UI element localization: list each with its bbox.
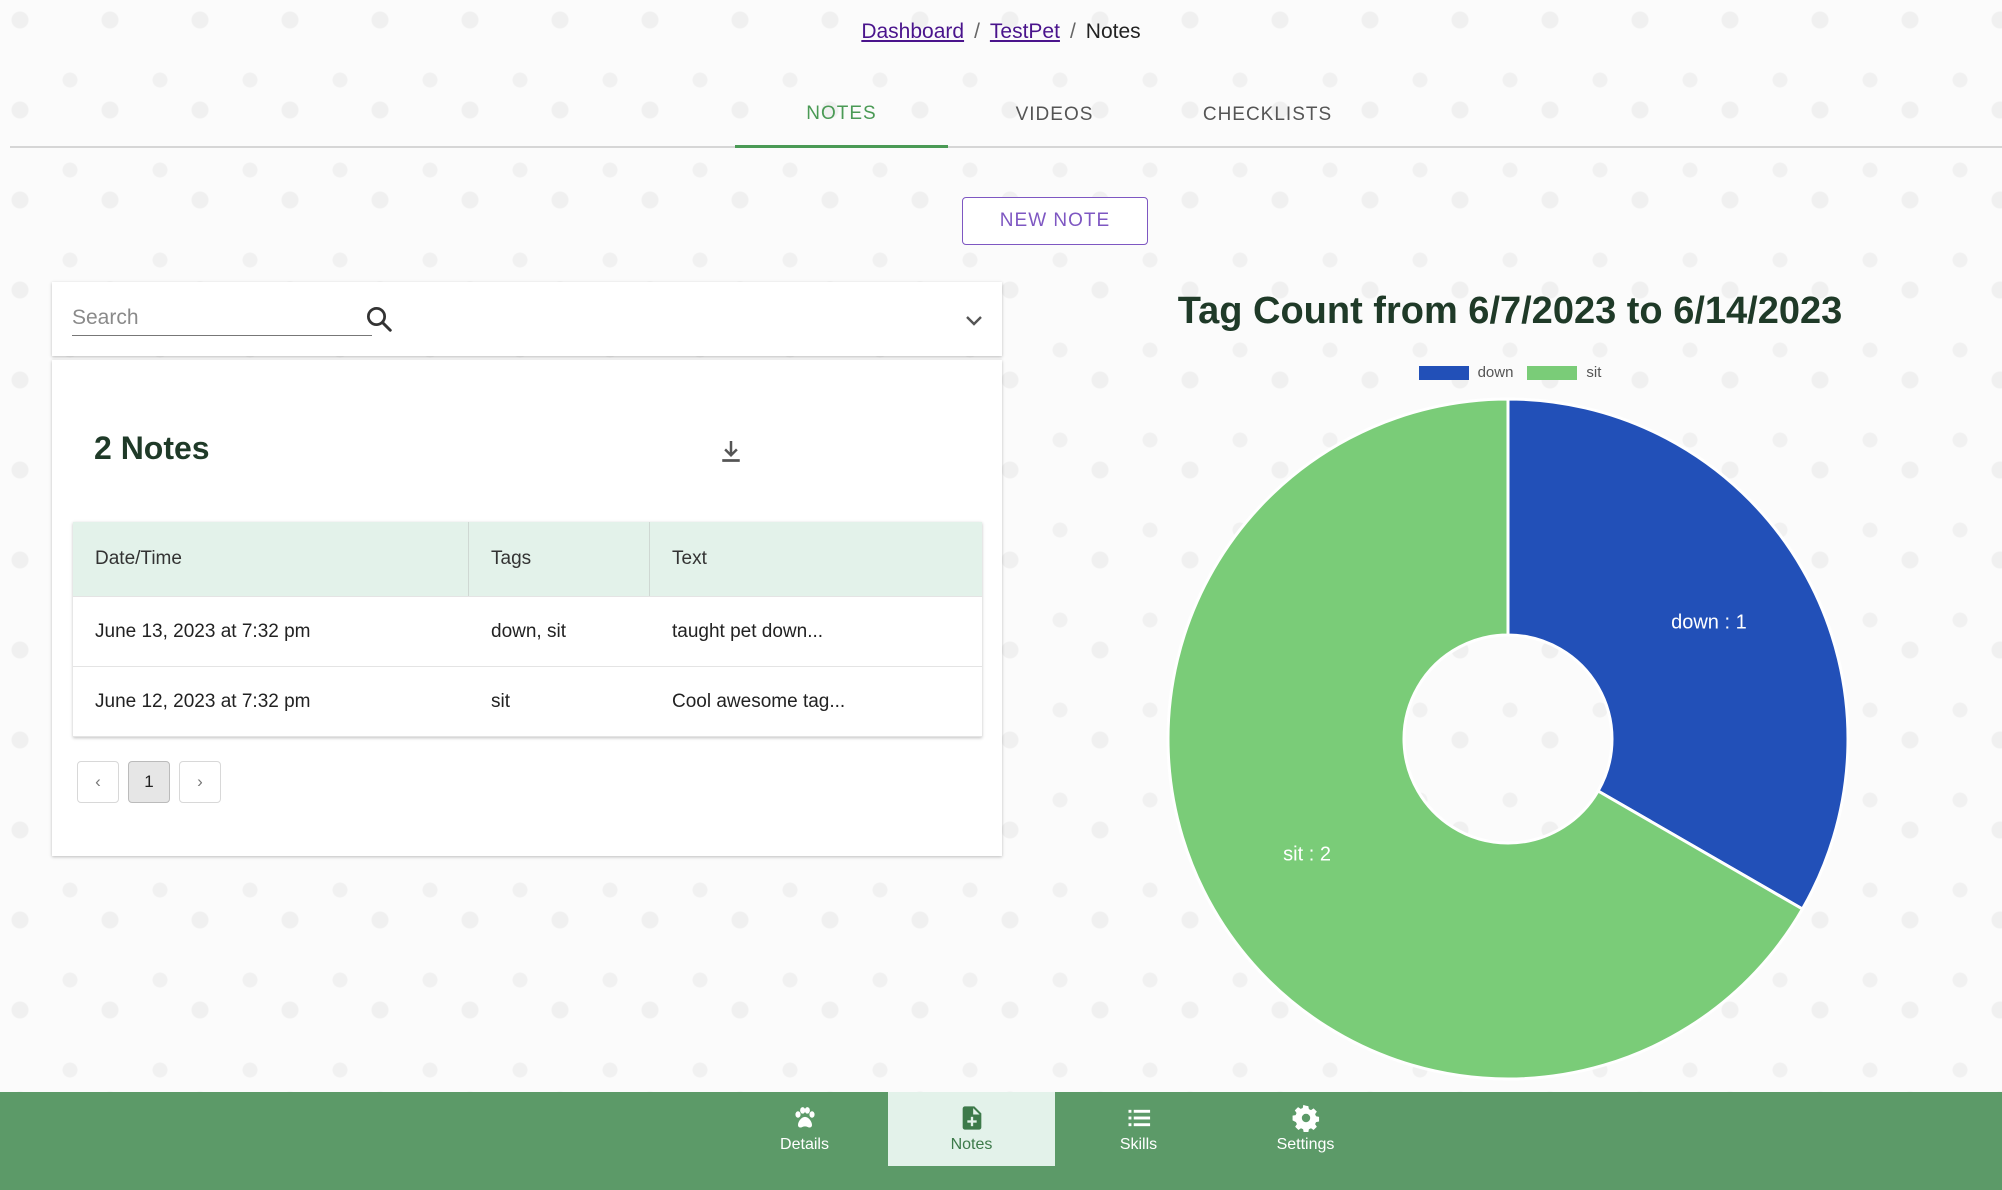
- slice-label-sit: sit : 2: [1283, 843, 1331, 865]
- breadcrumb: Dashboard / TestPet / Notes: [0, 20, 2002, 44]
- tag-count-donut-chart: down : 1 sit : 2: [1166, 397, 1850, 1081]
- cell-text: taught pet down...: [672, 620, 824, 642]
- table-row[interactable]: June 12, 2023 at 7:32 pm sit Cool awesom…: [73, 667, 982, 737]
- column-header-datetime[interactable]: Date/Time: [73, 522, 469, 596]
- bottom-navigation: Details Notes Skills Settings: [0, 1092, 2002, 1190]
- table-header-row: Date/Time Tags Text: [73, 522, 982, 597]
- next-page-button[interactable]: ›: [179, 761, 221, 803]
- page-1-button[interactable]: 1: [128, 761, 170, 803]
- legend-label-down: down: [1477, 364, 1514, 381]
- nav-settings[interactable]: Settings: [1222, 1092, 1389, 1166]
- legend-swatch-sit: [1527, 365, 1578, 380]
- list-icon: [1128, 1109, 1150, 1127]
- nav-details-label: Details: [780, 1136, 829, 1153]
- breadcrumb-separator: /: [1069, 20, 1076, 43]
- breadcrumb-dashboard-link[interactable]: Dashboard: [861, 20, 965, 43]
- notes-table: Date/Time Tags Text June 13, 2023 at 7:3…: [73, 522, 982, 737]
- pie-slice-down[interactable]: [1506, 397, 1850, 912]
- nav-notes[interactable]: Notes: [888, 1092, 1055, 1166]
- tab-videos[interactable]: VIDEOS: [1015, 104, 1094, 125]
- breadcrumb-separator: /: [974, 20, 980, 43]
- legend-swatch-down: [1418, 365, 1469, 380]
- search-icon[interactable]: [364, 304, 394, 334]
- search-input[interactable]: [72, 300, 372, 336]
- previous-page-button[interactable]: ‹: [77, 761, 119, 803]
- cell-text: Cool awesome tag...: [672, 690, 846, 712]
- pagination: ‹ 1 ›: [77, 761, 221, 803]
- nav-details[interactable]: Details: [721, 1092, 888, 1166]
- legend-item-down[interactable]: down: [1418, 364, 1514, 381]
- note-add-icon: [962, 1106, 981, 1130]
- tab-notes[interactable]: NOTES: [735, 82, 948, 148]
- breadcrumb-testpet-link[interactable]: TestPet: [989, 20, 1060, 43]
- cell-tags: sit: [491, 690, 510, 712]
- column-header-tags[interactable]: Tags: [469, 522, 650, 596]
- table-row[interactable]: June 13, 2023 at 7:32 pm down, sit taugh…: [73, 597, 982, 667]
- column-header-text[interactable]: Text: [672, 548, 707, 569]
- breadcrumb-current: Notes: [1085, 20, 1141, 43]
- legend-item-sit[interactable]: sit: [1527, 364, 1601, 381]
- new-note-button[interactable]: NEW NOTE: [962, 197, 1148, 245]
- nav-skills-label: Skills: [1119, 1136, 1158, 1153]
- notes-panel: 2 Notes Date/Time Tags Text June 13, 202…: [52, 360, 1002, 856]
- tab-bar: NOTES VIDEOS CHECKLISTS: [10, 82, 2002, 148]
- chart-legend: down sit: [1060, 364, 1960, 381]
- legend-label-sit: sit: [1586, 364, 1602, 381]
- slice-label-down: down : 1: [1671, 611, 1747, 633]
- nav-settings-label: Settings: [1276, 1136, 1335, 1153]
- nav-notes-label: Notes: [950, 1136, 993, 1153]
- gear-icon: [1292, 1104, 1319, 1132]
- paw-icon: [794, 1107, 815, 1128]
- nav-skills[interactable]: Skills: [1055, 1092, 1222, 1166]
- notes-count-title: 2 Notes: [94, 430, 210, 466]
- cell-datetime: June 12, 2023 at 7:32 pm: [95, 690, 311, 712]
- pie-slice-sit[interactable]: [1166, 397, 1805, 1081]
- cell-tags: down, sit: [491, 620, 566, 642]
- download-icon[interactable]: [716, 436, 746, 466]
- tab-checklists[interactable]: CHECKLISTS: [1202, 104, 1333, 125]
- search-accordion: [52, 282, 1002, 356]
- chevron-down-icon[interactable]: [962, 308, 986, 332]
- cell-datetime: June 13, 2023 at 7:32 pm: [95, 620, 311, 642]
- chart-title: Tag Count from 6/7/2023 to 6/14/2023: [1177, 290, 1843, 332]
